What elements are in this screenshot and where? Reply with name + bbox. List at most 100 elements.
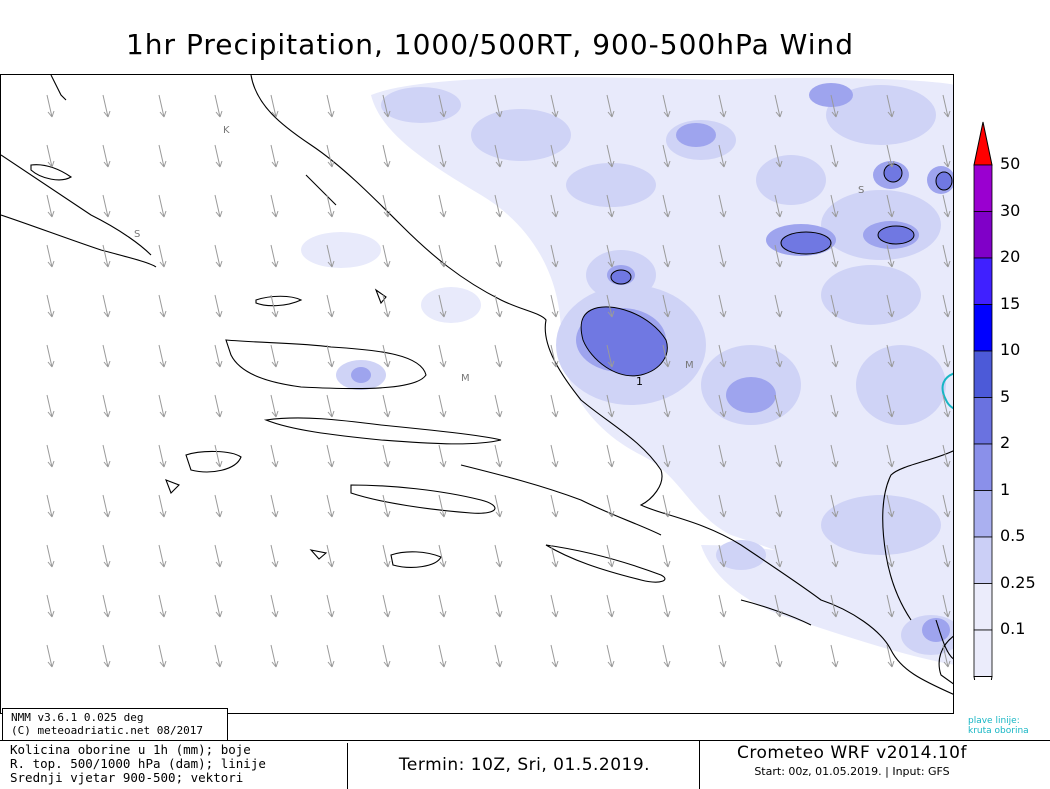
wind-arrow xyxy=(830,344,839,368)
legend-label: 20 xyxy=(1000,247,1021,266)
legend-label: 5 xyxy=(1000,386,1011,406)
wind-arrow xyxy=(830,644,839,668)
wind-arrow xyxy=(494,394,503,418)
legend-swatch xyxy=(973,304,993,352)
contour-label: 1 xyxy=(636,375,643,388)
wind-arrow xyxy=(942,194,951,218)
legend-arrow-top xyxy=(973,121,993,166)
wind-arrow xyxy=(886,494,895,518)
precipitation-map: 1 K S S M M xyxy=(0,74,954,714)
wind-arrow xyxy=(886,94,895,118)
legend-swatch xyxy=(973,629,993,677)
wind-arrow xyxy=(606,444,615,468)
wind-arrow xyxy=(606,344,615,368)
wind-arrow xyxy=(438,494,447,518)
wind-arrow xyxy=(214,194,223,218)
wind-arrow xyxy=(830,494,839,518)
wind-vectors xyxy=(46,94,951,668)
wind-arrow xyxy=(438,144,447,168)
wind-arrow xyxy=(718,244,727,268)
map-label-s-east: S xyxy=(858,185,864,196)
wrf-start: Start: 00z, 01.05.2019. | Input: GFS xyxy=(754,765,950,778)
wind-arrow xyxy=(326,144,335,168)
wind-arrow xyxy=(830,194,839,218)
wind-arrow xyxy=(382,344,391,368)
legend-swatch xyxy=(973,257,993,305)
wind-arrow xyxy=(830,544,839,568)
wind-arrow xyxy=(270,444,279,468)
wind-arrow xyxy=(46,94,55,118)
wind-arrow xyxy=(550,544,559,568)
wind-arrow xyxy=(102,644,111,668)
legend-swatch xyxy=(973,164,993,212)
wind-arrow xyxy=(550,444,559,468)
wind-arrow xyxy=(158,544,167,568)
wind-arrow xyxy=(942,544,951,568)
wind-arrow xyxy=(830,394,839,418)
wind-arrow xyxy=(942,244,951,268)
wind-arrow xyxy=(438,644,447,668)
wind-arrow xyxy=(270,244,279,268)
wind-arrow xyxy=(494,344,503,368)
wind-arrow xyxy=(326,244,335,268)
wind-arrow xyxy=(942,644,951,668)
wind-arrow xyxy=(214,94,223,118)
wind-arrow xyxy=(214,294,223,318)
wind-arrow xyxy=(550,244,559,268)
thickness-contour xyxy=(941,372,953,410)
wind-arrow xyxy=(46,544,55,568)
wind-arrow xyxy=(214,544,223,568)
model-info-box: NMM v3.6.1 0.025 deg (C) meteoadriatic.n… xyxy=(2,708,228,740)
wind-arrow xyxy=(102,444,111,468)
map-label-s-west: S xyxy=(134,229,140,240)
wind-arrow xyxy=(158,594,167,618)
wind-arrow xyxy=(326,344,335,368)
wind-arrow xyxy=(550,494,559,518)
wind-arrow xyxy=(774,444,783,468)
legend-label: 15 xyxy=(1000,293,1021,313)
map-canvas: 1 K S S M M xyxy=(1,75,953,695)
legend-arrow-bottom xyxy=(973,676,993,680)
wind-arrow xyxy=(606,644,615,668)
wind-arrow xyxy=(606,94,615,118)
wind-arrow xyxy=(214,394,223,418)
wind-arrow xyxy=(382,444,391,468)
wind-arrow xyxy=(46,144,55,168)
wind-arrow xyxy=(46,194,55,218)
legend-colorbar xyxy=(973,121,993,680)
legend-label: 2 xyxy=(1000,433,1011,452)
place-labels: K S S M M xyxy=(134,125,864,384)
wind-arrow xyxy=(102,144,111,168)
wind-arrow xyxy=(942,294,951,318)
wind-arrow xyxy=(830,94,839,118)
wind-arrow xyxy=(214,494,223,518)
wind-arrow xyxy=(158,444,167,468)
wind-arrow xyxy=(46,394,55,418)
wind-arrow xyxy=(214,444,223,468)
wind-arrow xyxy=(214,144,223,168)
wind-arrow xyxy=(382,594,391,618)
wind-arrow xyxy=(214,344,223,368)
wind-arrow xyxy=(662,644,671,668)
wind-arrow xyxy=(102,344,111,368)
legend-swatch xyxy=(973,536,993,584)
wind-arrow xyxy=(662,494,671,518)
wind-arrow xyxy=(774,144,783,168)
wind-arrow xyxy=(830,144,839,168)
wind-arrow xyxy=(270,644,279,668)
color-legend: 50 30 20 15 10 5 2 1 0.5 0.25 0.1 xyxy=(970,120,1050,680)
wind-arrow xyxy=(942,94,951,118)
wind-arrow xyxy=(270,544,279,568)
wind-arrow xyxy=(886,544,895,568)
wind-arrow xyxy=(46,294,55,318)
wind-arrow xyxy=(270,294,279,318)
legend-label: 30 xyxy=(1000,200,1021,220)
wind-arrow xyxy=(382,294,391,318)
legend-label: 0.5 xyxy=(1000,526,1026,545)
wind-arrow xyxy=(158,194,167,218)
wind-arrow xyxy=(270,394,279,418)
wind-arrow xyxy=(606,194,615,218)
wind-arrow xyxy=(382,94,391,118)
model-version: NMM v3.6.1 0.025 deg xyxy=(11,711,144,724)
wind-arrow xyxy=(326,494,335,518)
